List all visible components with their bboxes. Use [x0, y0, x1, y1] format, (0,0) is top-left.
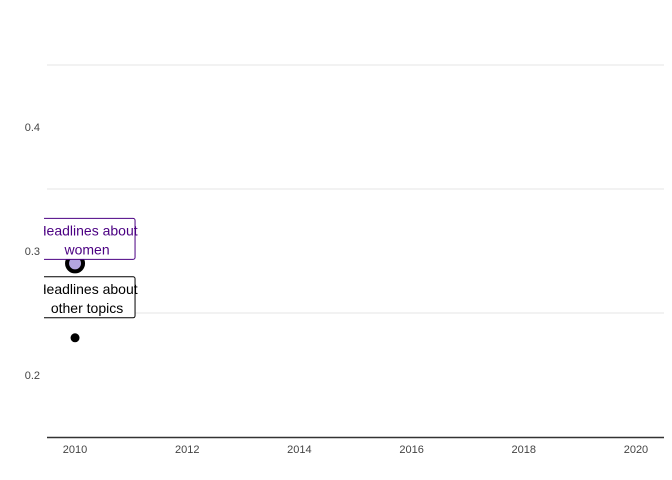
annotation-layer: Headlines about women Headlines about other…	[36, 217, 138, 319]
label-box	[44, 217, 136, 260]
y-tick-label: 0.3	[25, 246, 40, 258]
data-point-other-topics	[70, 333, 80, 343]
y-tick-label: 0.4	[25, 122, 40, 134]
x-tick-label: 2012	[175, 444, 199, 456]
axis-layer: 0.2 0.3 0.4 2010 2012 2014 2016 2018 2020	[25, 122, 664, 456]
label-text-line: women	[63, 241, 109, 257]
label-text-line: Headlines about	[36, 281, 137, 297]
label-box	[44, 276, 136, 319]
label-women: Headlines about women	[36, 217, 138, 260]
grid-layer	[47, 64, 664, 314]
x-tick-label: 2020	[624, 444, 648, 456]
label-other-topics: Headlines about other topics	[36, 276, 138, 319]
x-tick-label: 2014	[287, 444, 311, 456]
label-text-line: Headlines about	[36, 222, 137, 238]
label-text-line: other topics	[51, 300, 123, 316]
x-tick-label: 2016	[399, 444, 423, 456]
x-tick-label: 2010	[63, 444, 87, 456]
y-tick-label: 0.2	[25, 370, 40, 382]
x-tick-label: 2018	[512, 444, 536, 456]
